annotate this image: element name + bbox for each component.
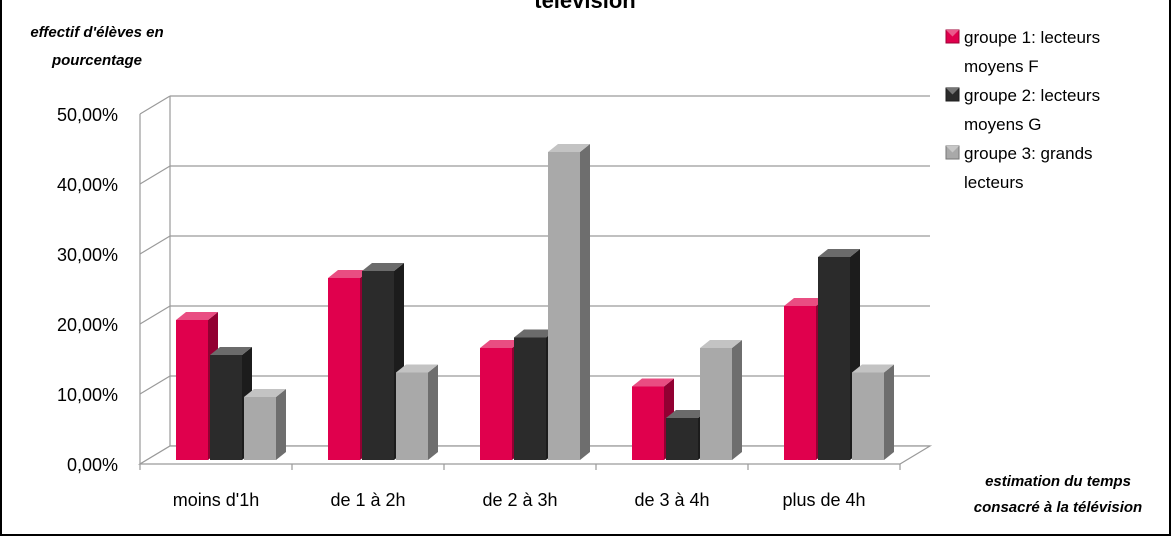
bar-side	[580, 144, 590, 460]
y-tick-label: 20,00%	[57, 315, 118, 335]
gridline-side	[139, 235, 171, 255]
bar-top	[480, 340, 522, 348]
legend-entry-label: groupe 1: lecteurs	[964, 28, 1100, 47]
bar-top	[818, 249, 860, 257]
legend-swatch-highlight	[946, 88, 959, 95]
x-tick-label: de 1 à 2h	[330, 490, 405, 510]
bar-top	[244, 389, 286, 397]
gridline-side	[139, 375, 171, 395]
bar-top	[210, 347, 252, 355]
bar	[548, 144, 590, 460]
bar-front	[480, 348, 512, 460]
legend-swatch-highlight	[946, 146, 959, 153]
y-tick-label: 10,00%	[57, 385, 118, 405]
bar-top	[666, 410, 708, 418]
bar	[852, 364, 894, 460]
bar-top	[176, 312, 218, 320]
legend-entry-label: lecteurs	[964, 173, 1024, 192]
x-tick-label: de 2 à 3h	[482, 490, 557, 510]
bar-top	[700, 340, 742, 348]
bar-top	[328, 270, 370, 278]
bar-front	[666, 418, 698, 460]
bar-front	[514, 337, 546, 460]
y-axis-label-line-2: pourcentage	[51, 52, 142, 69]
y-tick-label: 0,00%	[67, 455, 118, 475]
gridline-side	[139, 165, 171, 185]
bar-front	[632, 386, 664, 460]
bar-front	[396, 372, 428, 460]
bar-top	[396, 364, 438, 373]
x-axis-label-line-1: estimation du temps	[985, 473, 1131, 490]
bar-top	[632, 378, 674, 387]
legend-entry-label: groupe 3: grands	[964, 144, 1093, 163]
legend-swatch-highlight	[946, 30, 959, 37]
x-tick-label: plus de 4h	[782, 490, 865, 510]
gridline-side	[139, 305, 171, 325]
bar-top	[852, 364, 894, 373]
bar-side	[732, 340, 742, 460]
bar-front	[548, 152, 580, 460]
x-axis-label-line-2: consacré à la télévision	[974, 499, 1142, 516]
bar-top	[514, 329, 556, 338]
bar	[244, 389, 286, 460]
legend: groupe 1: lecteurs moyens F groupe 2: lect…	[945, 28, 1100, 192]
y-tick-label: 50,00%	[57, 105, 118, 125]
bar-front	[328, 278, 360, 460]
bar-front	[852, 372, 884, 460]
gridline-side	[139, 95, 171, 115]
bar-front	[210, 355, 242, 460]
y-axis-label-line-1: effectif d'élèves en	[30, 24, 163, 41]
bar-front	[700, 348, 732, 460]
bar-top	[548, 144, 590, 152]
bar-front	[362, 271, 394, 460]
bar-side	[276, 389, 286, 460]
bar	[700, 340, 742, 460]
x-tick-label: de 3 à 4h	[634, 490, 709, 510]
y-tick-label: 30,00%	[57, 245, 118, 265]
bar	[396, 364, 438, 460]
legend-entry-label: moyens G	[964, 115, 1041, 134]
legend-entry-label: moyens F	[964, 57, 1039, 76]
bar-front	[818, 257, 850, 460]
plot-area: 0,00% 10,00% 20,00% 30,00% 40,00% 50,00% moins…	[57, 95, 933, 510]
bar-side	[428, 364, 438, 460]
bar-side	[884, 364, 894, 460]
x-tick-label: moins d'1h	[173, 490, 259, 510]
y-tick-label: 40,00%	[57, 175, 118, 195]
legend-entry-label: groupe 2: lecteurs	[964, 86, 1100, 105]
chart-title: télévision	[534, 0, 635, 13]
bar-front	[244, 397, 276, 460]
bar-front	[176, 320, 208, 460]
bar-top	[784, 298, 826, 306]
bar-top	[362, 263, 404, 271]
bar-front	[784, 306, 816, 460]
